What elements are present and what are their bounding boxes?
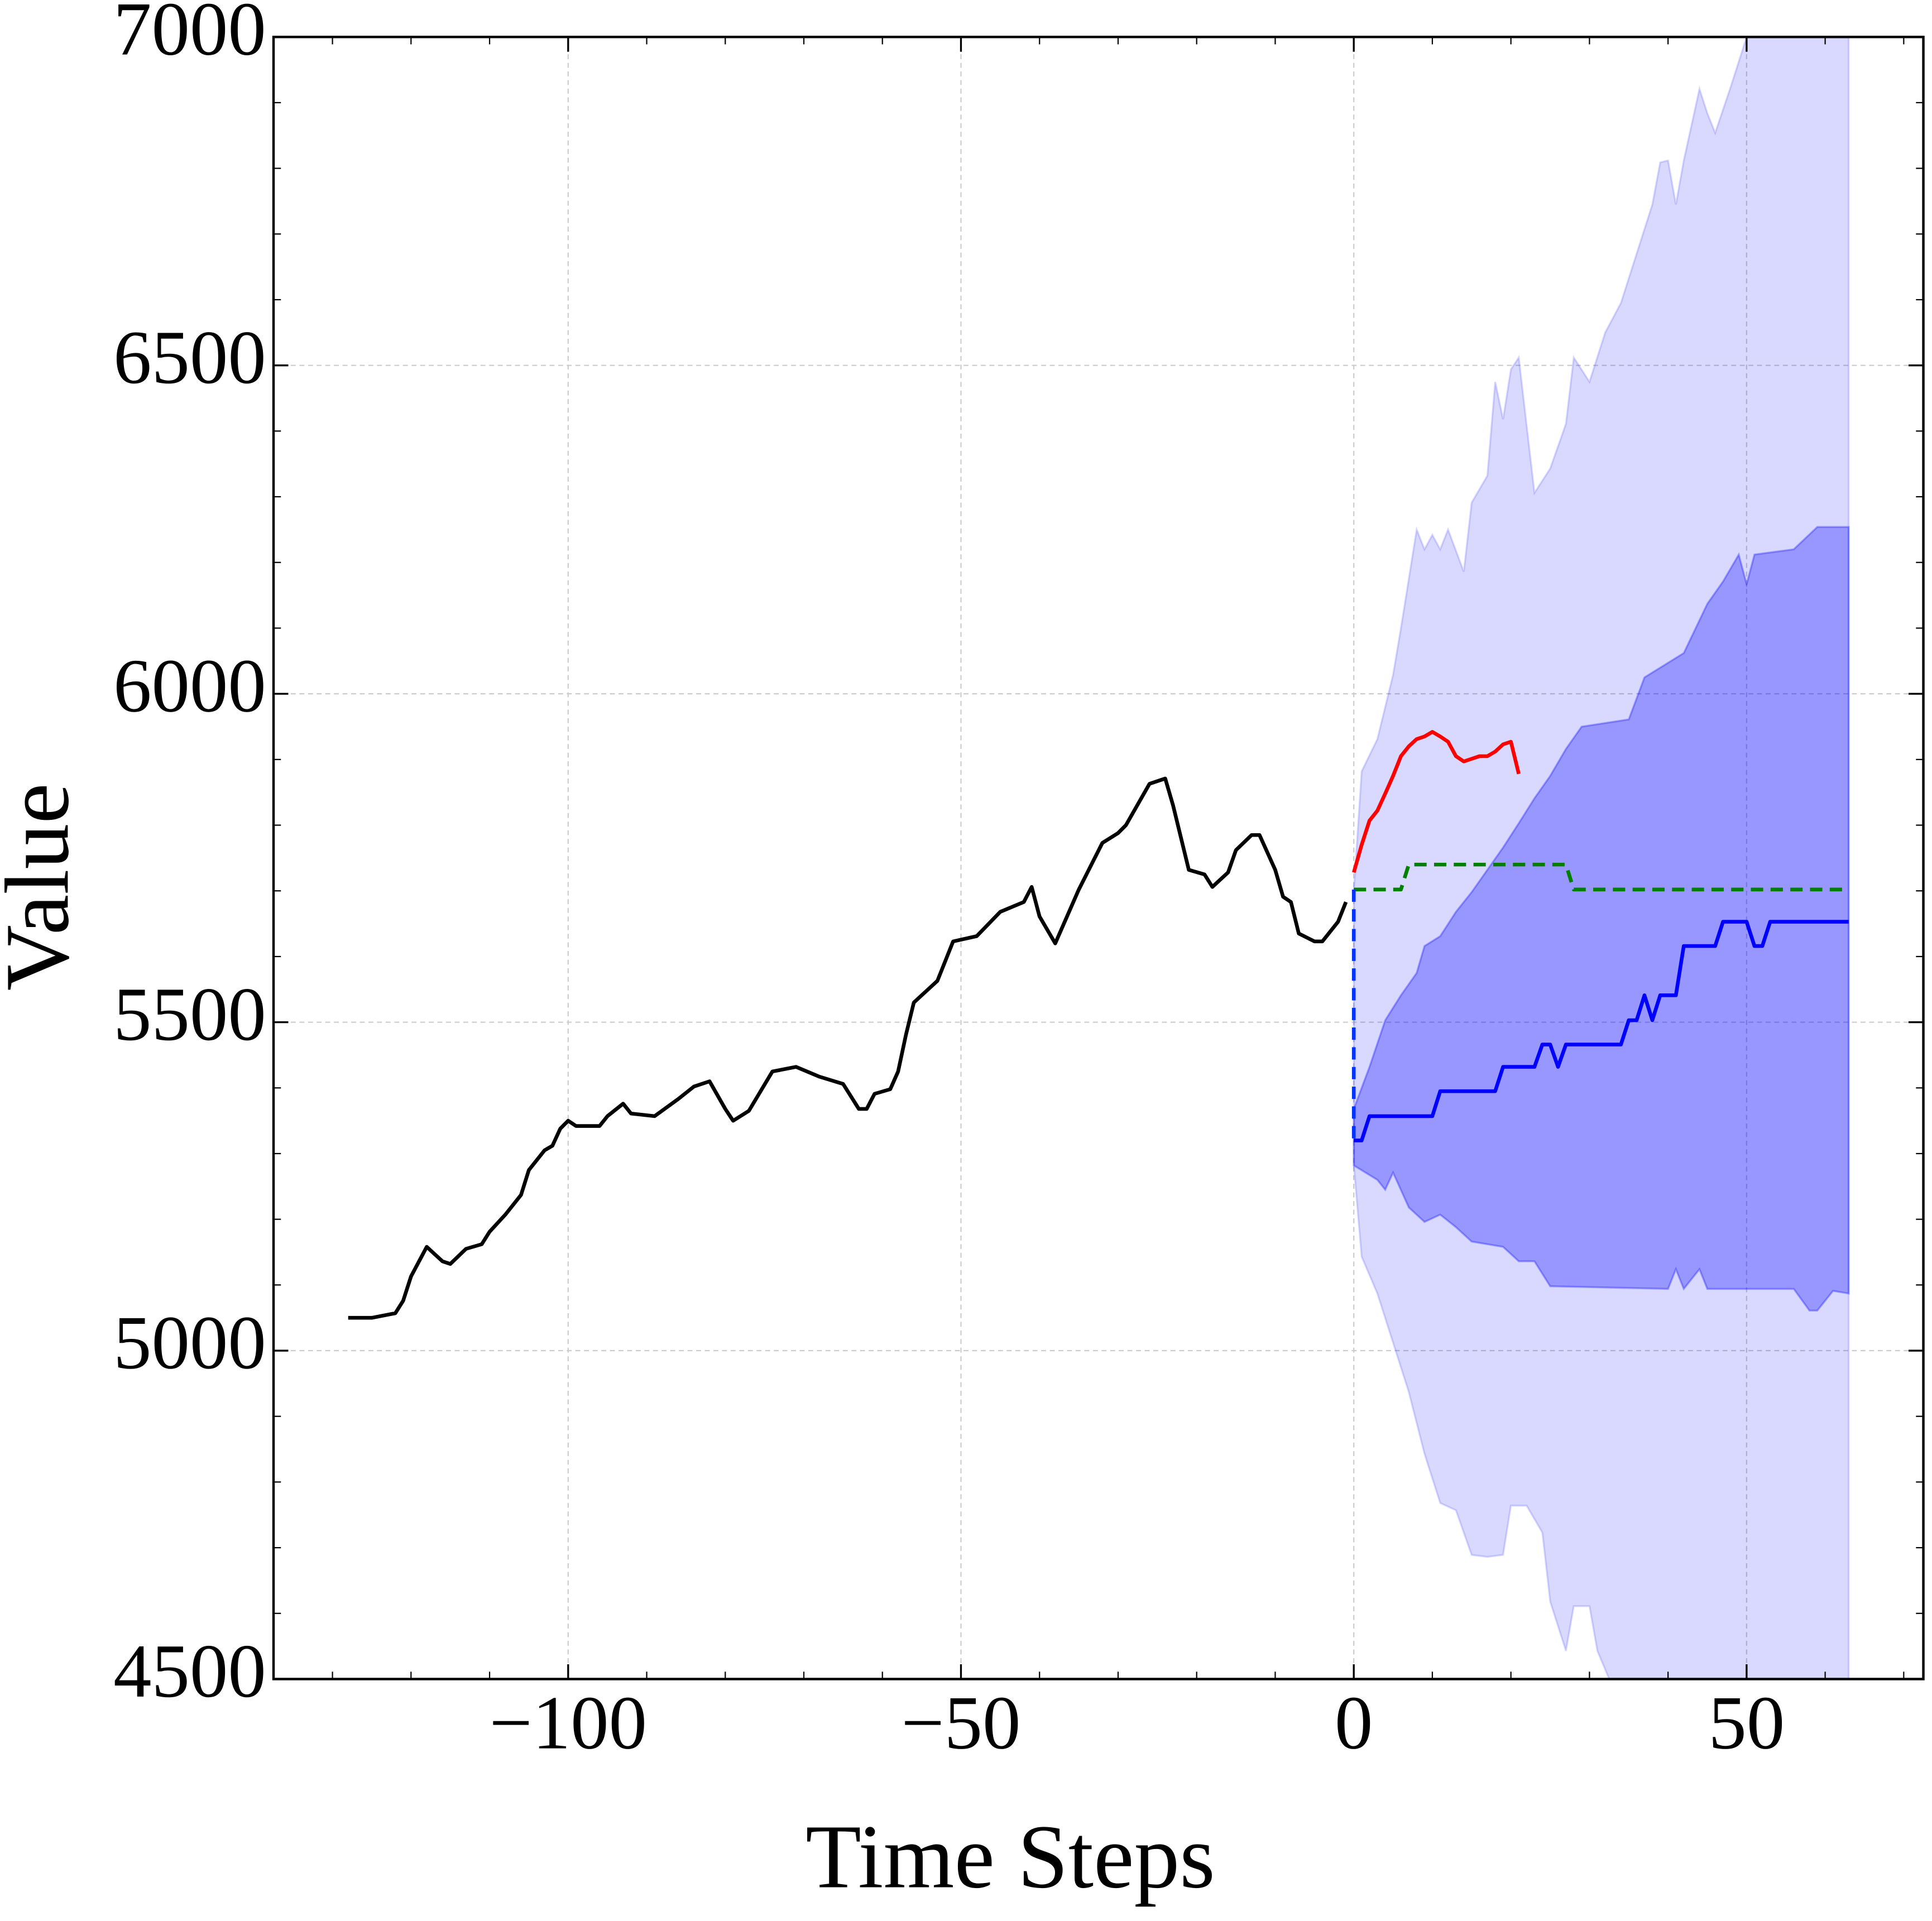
ticks: −100 −50 0 50 4500 5000 5500 6000 6500 7000 — [113, 0, 1924, 1765]
bands — [1353, 37, 1850, 1679]
series-line — [348, 776, 1348, 1320]
x-tick-label: −50 — [901, 1680, 1020, 1765]
plot-frame — [272, 36, 1925, 1680]
series-line — [1352, 730, 1521, 873]
y-axis-title: Value — [0, 783, 88, 991]
y-tick-label: 7000 — [113, 0, 266, 71]
x-axis-title: Time Steps — [806, 1806, 1215, 1907]
uncertainty-band — [1353, 37, 1850, 1679]
series-line — [1354, 920, 1849, 1142]
y-tick-label: 5500 — [113, 972, 266, 1056]
x-tick-label: 50 — [1708, 1680, 1785, 1765]
x-tick-label: −100 — [490, 1680, 647, 1765]
y-tick-label: 5000 — [113, 1300, 266, 1385]
x-tick-label: 0 — [1335, 1680, 1373, 1765]
series-line — [1354, 862, 1849, 892]
y-tick-label: 6500 — [113, 315, 266, 400]
lines — [348, 730, 1849, 1320]
y-tick-label: 6000 — [113, 643, 266, 728]
uncertainty-band — [1353, 526, 1850, 1312]
y-tick-label: 4500 — [113, 1629, 266, 1713]
